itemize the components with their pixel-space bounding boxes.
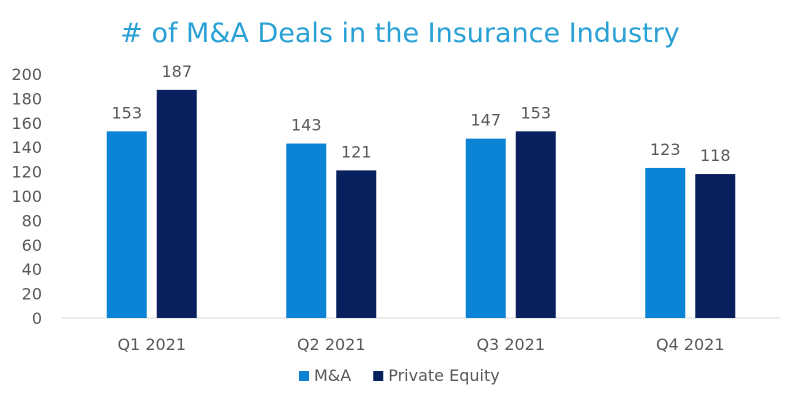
y-axis: 0 20 40 60 80 100 120 140 160 180 200 — [11, 65, 42, 328]
y-tick-label: 180 — [11, 89, 42, 108]
bar-m-a — [465, 138, 506, 318]
x-tick-label: Q4 2021 — [656, 335, 725, 354]
bar-private-equity — [695, 174, 736, 318]
legend-swatch-private-equity — [373, 371, 384, 381]
y-tick-label: 200 — [11, 65, 42, 84]
y-tick-label: 140 — [11, 138, 42, 157]
data-label: 147 — [470, 111, 501, 130]
data-labels-group: 153 187 143 121 147 153 123 118 — [111, 62, 730, 165]
x-tick-label: Q1 2021 — [117, 335, 186, 354]
y-tick-label: 60 — [22, 236, 42, 255]
data-label: 118 — [700, 146, 731, 165]
data-label: 153 — [111, 103, 142, 122]
data-label: 153 — [520, 103, 551, 122]
bar-m-a — [645, 167, 686, 318]
bar-private-equity — [515, 131, 556, 318]
x-axis: Q1 2021 Q2 2021 Q3 2021 Q4 2021 — [62, 317, 780, 354]
data-label: 123 — [650, 140, 681, 159]
y-tick-label: 120 — [11, 163, 42, 182]
legend-label-private-equity: Private Equity — [388, 366, 499, 385]
chart-title: # of M&A Deals in the Insurance Industry — [120, 18, 680, 49]
y-tick-label: 40 — [22, 260, 42, 279]
data-label: 143 — [291, 116, 322, 135]
y-tick-label: 100 — [11, 187, 42, 206]
legend-label-m-a: M&A — [314, 366, 351, 385]
data-label: 187 — [161, 62, 192, 81]
y-tick-label: 20 — [22, 285, 42, 304]
bar-private-equity — [336, 170, 377, 318]
x-tick-label: Q3 2021 — [476, 335, 545, 354]
legend: M&A Private Equity — [299, 366, 500, 385]
bar-private-equity — [156, 89, 197, 318]
legend-swatch-m-a — [299, 371, 309, 381]
y-tick-label: 80 — [22, 211, 42, 230]
bar-m-a — [106, 131, 147, 318]
x-tick-label: Q2 2021 — [297, 335, 366, 354]
bar-m-a — [286, 143, 327, 318]
data-label: 121 — [341, 142, 372, 161]
y-tick-label: 160 — [11, 114, 42, 133]
bars-group — [106, 89, 736, 318]
y-tick-label: 0 — [32, 309, 42, 328]
